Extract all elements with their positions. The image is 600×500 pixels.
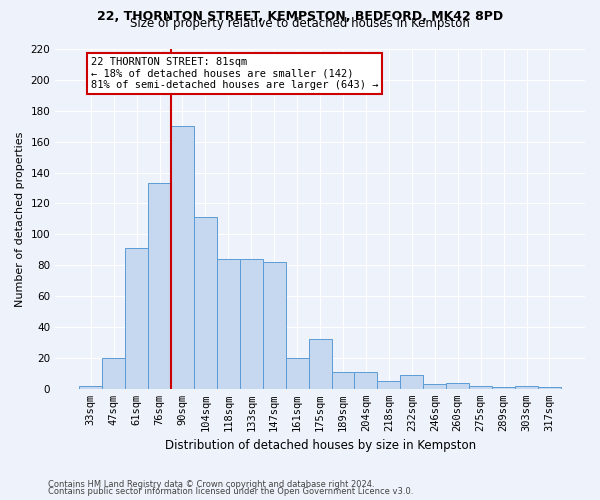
Text: Size of property relative to detached houses in Kempston: Size of property relative to detached ho… [130,18,470,30]
Bar [469,386,492,389]
Bar [240,259,263,389]
Bar [538,388,561,389]
Bar [492,388,515,389]
Bar [423,384,446,389]
Bar [79,386,102,389]
Bar [148,184,171,389]
Text: Contains public sector information licensed under the Open Government Licence v3: Contains public sector information licen… [48,487,413,496]
Bar [263,262,286,389]
Bar [332,372,355,389]
Text: 22, THORNTON STREET, KEMPSTON, BEDFORD, MK42 8PD: 22, THORNTON STREET, KEMPSTON, BEDFORD, … [97,10,503,23]
Bar [377,381,400,389]
Bar [400,375,423,389]
Bar [446,382,469,389]
Bar [286,358,308,389]
Bar [355,372,377,389]
Text: 22 THORNTON STREET: 81sqm
← 18% of detached houses are smaller (142)
81% of semi: 22 THORNTON STREET: 81sqm ← 18% of detac… [91,56,378,90]
Y-axis label: Number of detached properties: Number of detached properties [15,131,25,306]
Bar [217,259,240,389]
X-axis label: Distribution of detached houses by size in Kempston: Distribution of detached houses by size … [164,440,476,452]
Bar [125,248,148,389]
Bar [515,386,538,389]
Bar [194,218,217,389]
Bar [308,340,332,389]
Text: Contains HM Land Registry data © Crown copyright and database right 2024.: Contains HM Land Registry data © Crown c… [48,480,374,489]
Bar [171,126,194,389]
Bar [102,358,125,389]
